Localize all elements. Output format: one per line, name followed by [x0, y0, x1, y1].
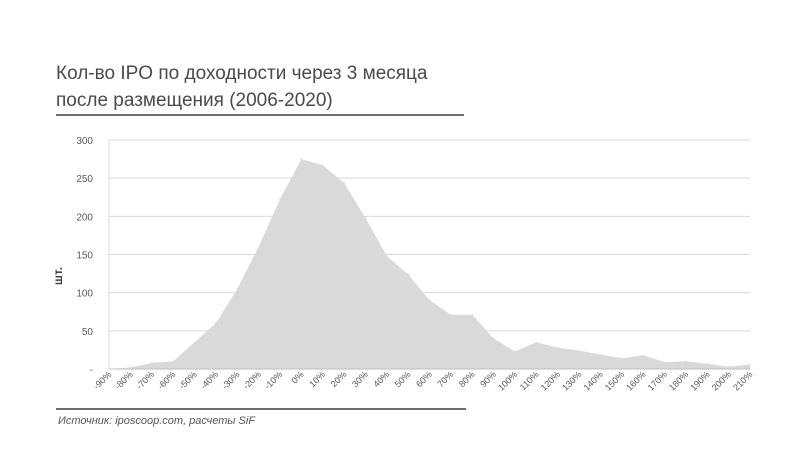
data-point — [514, 350, 516, 353]
data-point — [150, 362, 153, 364]
title-underline — [56, 114, 464, 116]
data-point — [385, 255, 388, 257]
x-tick-label: 160% — [624, 369, 647, 392]
x-tick-label: -80% — [113, 369, 135, 391]
x-tick-label: 130% — [560, 369, 583, 392]
x-tick-label: -30% — [220, 369, 242, 391]
x-tick-label: -50% — [177, 369, 199, 391]
chart-title-line-2: после размещения (2006-2020) — [56, 90, 333, 111]
x-tick-label: 150% — [603, 369, 626, 392]
y-tick-label: - — [90, 365, 93, 376]
chart-title-line-1: Кол-во IPO по доходности через 3 месяца — [56, 63, 428, 84]
x-tick-label: 10% — [307, 369, 327, 389]
x-tick-label: 90% — [478, 369, 498, 389]
x-tick-label: 100% — [496, 369, 519, 392]
data-point — [279, 198, 281, 201]
data-point — [621, 357, 623, 360]
data-point — [492, 337, 495, 340]
x-tick-label: 60% — [414, 369, 434, 389]
x-tick-label: -70% — [134, 369, 156, 391]
source-rule — [56, 408, 466, 410]
chart-title: Кол-во IPO по доходности через 3 месяца … — [56, 60, 526, 114]
data-point — [599, 353, 602, 356]
x-tick-label: 200% — [710, 369, 733, 392]
x-tick-label: 120% — [539, 369, 562, 392]
x-tick-label: 70% — [435, 369, 455, 389]
data-point — [749, 363, 751, 366]
y-tick-label: 50 — [82, 327, 94, 338]
data-point — [343, 181, 345, 184]
data-point — [172, 360, 174, 363]
data-point — [193, 341, 196, 344]
data-point — [471, 314, 474, 316]
y-tick-label: 200 — [76, 212, 93, 223]
x-tick-label: -40% — [198, 369, 220, 391]
x-tick-label: 180% — [667, 369, 690, 392]
data-point — [257, 246, 260, 248]
x-tick-label: 30% — [350, 369, 370, 389]
data-point — [727, 365, 730, 368]
x-tick-label: 40% — [371, 369, 391, 389]
data-point — [685, 360, 687, 363]
data-point — [642, 354, 644, 357]
x-tick-label: 80% — [457, 369, 477, 389]
x-tick-label: 20% — [329, 369, 349, 389]
data-point — [129, 366, 132, 369]
data-point — [215, 322, 217, 325]
x-tick-label: -90% — [91, 369, 113, 391]
x-tick-label: 140% — [581, 369, 604, 392]
y-tick-label: 300 — [76, 136, 93, 147]
x-tick-label: -20% — [241, 369, 263, 391]
data-point — [236, 288, 238, 290]
data-point — [407, 273, 409, 276]
data-point — [706, 362, 709, 365]
data-point — [663, 361, 666, 363]
x-tick-label: 190% — [688, 369, 711, 392]
x-tick-label: 170% — [646, 369, 669, 392]
data-point — [535, 341, 538, 344]
area-series — [109, 159, 750, 369]
y-tick-label: 250 — [76, 174, 93, 185]
data-point — [321, 164, 324, 166]
y-axis-label: шт. — [51, 267, 65, 285]
data-point — [450, 314, 452, 316]
data-point — [578, 349, 580, 352]
x-tick-label: 50% — [393, 369, 413, 389]
x-tick-label: -10% — [262, 369, 284, 391]
data-point — [556, 346, 559, 349]
source-note: Источник: iposcoop.com, расчеты SiF — [58, 415, 256, 427]
data-point — [300, 158, 303, 160]
x-tick-label: 110% — [518, 369, 541, 392]
y-tick-label: 150 — [76, 251, 93, 262]
x-tick-label: -60% — [156, 369, 178, 391]
data-point — [428, 299, 431, 302]
x-tick-label: 0% — [289, 369, 305, 385]
x-tick-label: 210% — [731, 369, 754, 392]
data-point — [364, 217, 367, 219]
y-tick-label: 100 — [76, 289, 93, 300]
